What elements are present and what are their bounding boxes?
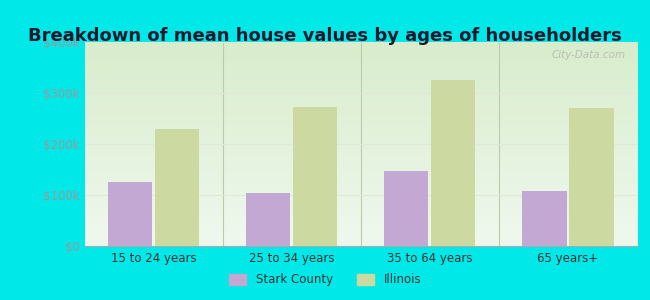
Bar xyxy=(523,191,567,246)
Text: Breakdown of mean house values by ages of householders: Breakdown of mean house values by ages o… xyxy=(28,27,622,45)
Legend: Stark County, Illinois: Stark County, Illinois xyxy=(224,269,426,291)
Bar xyxy=(569,108,614,246)
Text: City-Data.com: City-Data.com xyxy=(552,50,626,60)
Bar xyxy=(293,107,337,246)
Bar xyxy=(155,129,199,246)
Bar xyxy=(431,80,475,246)
Bar xyxy=(246,194,291,246)
Bar xyxy=(108,182,152,246)
Bar xyxy=(384,170,428,246)
